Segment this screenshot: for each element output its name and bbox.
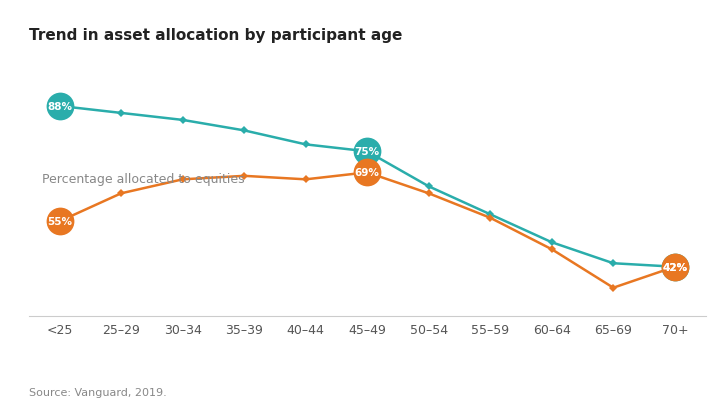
Text: 69%: 69% xyxy=(355,168,379,178)
Legend: 2018, 2004: 2018, 2004 xyxy=(35,403,163,405)
Text: Trend in asset allocation by participant age: Trend in asset allocation by participant… xyxy=(29,28,402,43)
Text: Source: Vanguard, 2019.: Source: Vanguard, 2019. xyxy=(29,387,166,397)
Text: 75%: 75% xyxy=(355,147,379,157)
Text: 88%: 88% xyxy=(47,102,72,112)
Text: 55%: 55% xyxy=(47,217,72,227)
Text: 42%: 42% xyxy=(662,262,688,272)
Text: 42%: 42% xyxy=(662,262,688,272)
Text: Percentage allocated to equities: Percentage allocated to equities xyxy=(42,173,245,186)
